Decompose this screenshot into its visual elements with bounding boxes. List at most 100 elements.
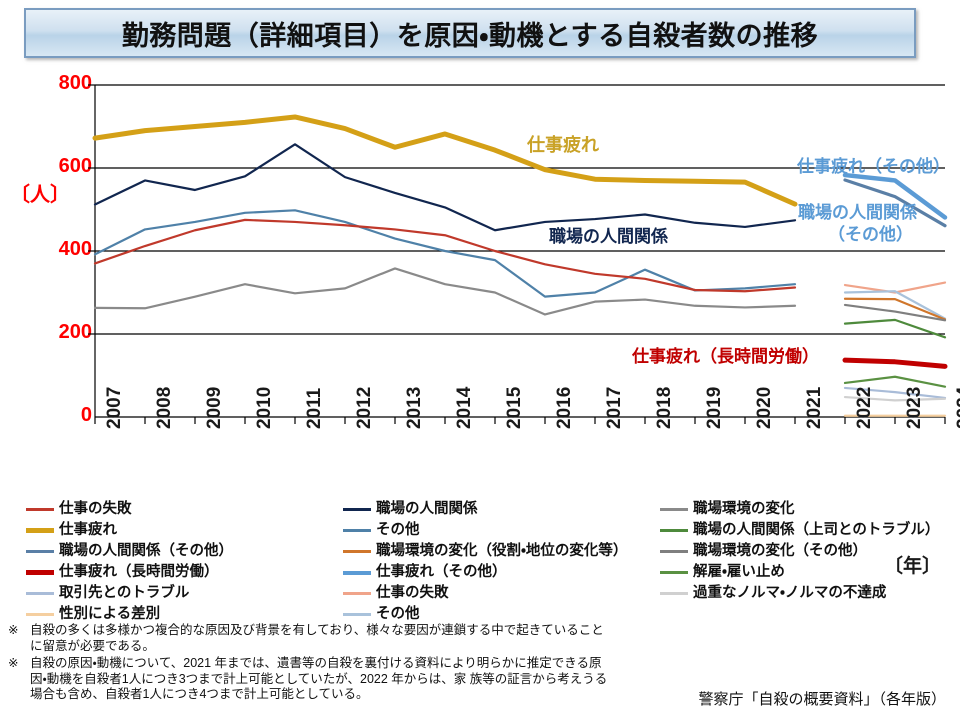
legend-color-swatch — [660, 550, 688, 553]
y-axis-unit-label: 〔人〕 — [10, 184, 70, 206]
legend-item-label: 性別による差別 — [59, 606, 161, 622]
series-line-8 — [843, 290, 947, 320]
legend-color-swatch — [26, 613, 54, 616]
legend-item-label: 取引先とのトラブル — [59, 585, 190, 601]
legend-item-label: 仕事疲れ — [59, 522, 117, 538]
footnote-line: に留意が必要である。 — [30, 638, 155, 653]
y-tick-0: 0 — [80, 404, 92, 426]
legend-item[interactable]: 取引先とのトラブル — [26, 584, 233, 603]
series-line-10 — [843, 303, 947, 322]
y-axis-ticks: 800 600 400 200 0 — [22, 66, 92, 426]
annot-shokuba-ningen-sonota-1: 職場の人間関係 — [798, 203, 917, 222]
legend-color-swatch — [26, 570, 54, 575]
legend-item[interactable]: 仕事疲れ — [26, 521, 233, 540]
series-line-2 — [93, 209, 797, 298]
annot-shigoto-tsukare: 仕事疲れ — [527, 135, 599, 155]
y-tick-800: 800 — [58, 72, 92, 94]
footnote-mark: ※ — [8, 656, 19, 670]
y-tick-400: 400 — [58, 238, 92, 260]
chart-container: 〔人〕 800 600 400 200 0 2007 2008 2009 2010 2011 20… — [0, 66, 960, 577]
legend-item[interactable]: 仕事の失敗 — [26, 500, 233, 519]
series-line-14 — [843, 386, 947, 400]
legend-item-label: その他 — [376, 606, 420, 622]
legend-color-swatch — [26, 592, 54, 595]
x-tick-2019: 2019 — [704, 386, 725, 429]
legend-item-label: 職場環境の変化（その他） — [693, 543, 867, 559]
series-line-0 — [92, 114, 798, 207]
legend-item[interactable]: 性別による差別 — [26, 605, 233, 624]
x-tick-2012: 2012 — [354, 386, 375, 429]
footnote-text: 自殺の多くは多様かつ複合的な原因及び背景を有しており、様々な要因が連鎖する中で起… — [30, 623, 708, 654]
x-tick-2007: 2007 — [104, 386, 125, 429]
legend-item-label: 職場の人間関係（上司とのトラブル） — [693, 522, 940, 538]
legend-item[interactable]: 職場の人間関係（その他） — [26, 542, 233, 561]
legend-item-label: 職場環境の変化 — [693, 501, 795, 517]
chart-plot — [88, 84, 948, 424]
legend-item-label: 仕事の失敗 — [376, 585, 449, 601]
page-title: 勤務問題（詳細項目）を原因・動機とする自殺者数の推移 — [121, 20, 819, 51]
legend-item[interactable]: 職場の人間関係（上司とのトラブル） — [660, 521, 939, 540]
x-tick-2011: 2011 — [304, 387, 325, 429]
footnote-line: 自殺の原因・動機について、2021 年までは、遺書等の自殺を裏付ける資料により明… — [30, 656, 602, 670]
legend-item[interactable]: 職場環境の変化（その他） — [660, 542, 939, 561]
series-line-5 — [842, 172, 948, 220]
legend-item-label: 職場の人間関係（その他） — [59, 543, 233, 559]
legend-item[interactable]: 仕事疲れ（その他） — [343, 563, 627, 582]
footnote-line: 因・動機を自殺者1人につき3つまで計上可能としていたが、2022 年からは、家 … — [30, 671, 608, 686]
series-line-1 — [93, 143, 797, 232]
footnotes: ※ 自殺の多くは多様かつ複合的な原因及び背景を有しており、様々な要因が連鎖する中で… — [8, 623, 708, 705]
series-line-11 — [843, 318, 947, 339]
legend-item[interactable]: 解雇・雇い止め — [660, 563, 939, 582]
x-tick-2014: 2014 — [454, 386, 475, 429]
legend-item[interactable]: 職場の人間関係 — [343, 500, 627, 519]
x-tick-2016: 2016 — [554, 386, 575, 429]
legend-column-3: 職場環境の変化職場の人間関係（上司とのトラブル） 職場環境の変化（その他） 解雇・雇… — [660, 500, 939, 605]
x-tick-2022: 2022 — [854, 386, 875, 429]
legend-item[interactable]: 過重なノルマ・ノルマの不達成 — [660, 584, 939, 603]
legend-item-label: 解雇・雇い止め — [693, 564, 785, 580]
legend-color-swatch — [343, 508, 371, 511]
footnote-text: 自殺の原因・動機について、2021 年までは、遺書等の自殺を裏付ける資料により明… — [30, 656, 708, 703]
legend-color-swatch — [660, 571, 688, 574]
series-line-9 — [843, 297, 947, 321]
x-tick-2023: 2023 — [904, 386, 925, 429]
legend-color-swatch — [343, 613, 371, 616]
x-axis-unit-label: 〔年〕 — [884, 556, 942, 577]
x-tick-2024: 2024 — [954, 386, 960, 429]
series-line-13 — [843, 375, 947, 388]
legend-color-swatch — [26, 508, 54, 511]
legend-color-swatch — [660, 508, 688, 511]
annot-shigoto-tsukare-chojikan: 仕事疲れ（長時間労働） — [632, 347, 819, 366]
legend-color-swatch — [26, 528, 54, 533]
legend-column-2: 職場の人間関係 その他 職場環境の変化（役割・地位の変化等） 仕事疲れ（その他） 仕事の… — [343, 500, 627, 626]
chart-legend: 仕事の失敗 仕事疲れ 職場の人間関係（その他） 仕事疲れ（長時間労働） 取引先とのトラブ… — [0, 500, 960, 622]
x-tick-2015: 2015 — [504, 386, 525, 429]
legend-color-swatch — [660, 592, 688, 595]
legend-item[interactable]: 職場環境の変化（役割・地位の変化等） — [343, 542, 627, 561]
legend-color-swatch — [660, 529, 688, 532]
legend-color-swatch — [343, 570, 371, 575]
legend-item[interactable]: その他 — [343, 521, 627, 540]
legend-item[interactable]: その他 — [343, 605, 627, 624]
x-tick-2010: 2010 — [254, 386, 275, 429]
series-line-15 — [843, 395, 947, 402]
legend-column-1: 仕事の失敗仕事疲れ職場の人間関係（その他） 仕事疲れ（長時間労働） 取引先とのトラブ… — [26, 500, 233, 626]
legend-item-label: その他 — [376, 522, 420, 538]
annot-shigoto-tsukare-sonota: 仕事疲れ（その他） — [797, 157, 950, 176]
x-tick-2017: 2017 — [604, 386, 625, 429]
source-citation: 警察庁「自殺の概要資料」（各年版） — [698, 691, 946, 708]
legend-color-swatch — [343, 592, 371, 595]
legend-item[interactable]: 職場環境の変化 — [660, 500, 939, 519]
footnote-mark: ※ — [8, 623, 19, 637]
series-line-12 — [842, 357, 948, 369]
legend-item-label: 職場環境の変化（役割・地位の変化等） — [376, 543, 628, 559]
series-line-6 — [843, 178, 947, 228]
legend-item-label: 過重なノルマ・ノルマの不達成 — [693, 585, 887, 601]
legend-item[interactable]: 仕事疲れ（長時間労働） — [26, 563, 233, 582]
x-tick-2013: 2013 — [404, 386, 425, 429]
y-tick-600: 600 — [58, 155, 92, 177]
x-tick-2009: 2009 — [204, 386, 225, 429]
annot-shokuba-ningen-sonota-2: （その他） — [828, 225, 913, 244]
title-banner: 勤務問題（詳細項目）を原因・動機とする自殺者数の推移 — [24, 8, 916, 58]
legend-item[interactable]: 仕事の失敗 — [343, 584, 627, 603]
